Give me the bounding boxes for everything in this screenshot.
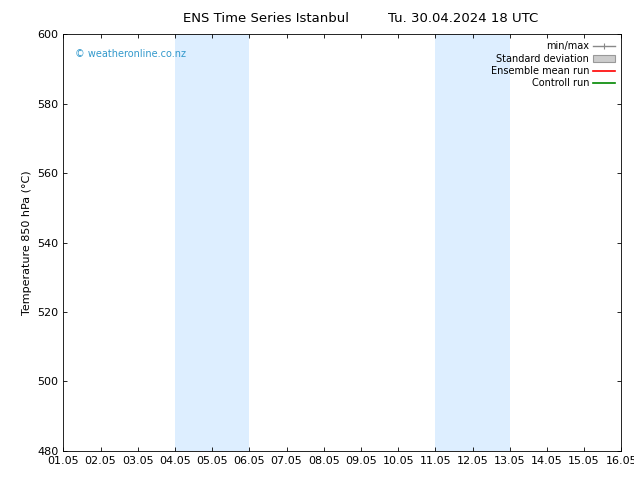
Bar bbox=[436, 34, 510, 451]
Text: Tu. 30.04.2024 18 UTC: Tu. 30.04.2024 18 UTC bbox=[388, 12, 538, 25]
Text: ENS Time Series Istanbul: ENS Time Series Istanbul bbox=[183, 12, 349, 25]
Text: © weatheronline.co.nz: © weatheronline.co.nz bbox=[75, 49, 186, 59]
Legend: min/max, Standard deviation, Ensemble mean run, Controll run: min/max, Standard deviation, Ensemble me… bbox=[489, 39, 616, 90]
Bar bbox=[175, 34, 249, 451]
Y-axis label: Temperature 850 hPa (°C): Temperature 850 hPa (°C) bbox=[22, 170, 32, 315]
